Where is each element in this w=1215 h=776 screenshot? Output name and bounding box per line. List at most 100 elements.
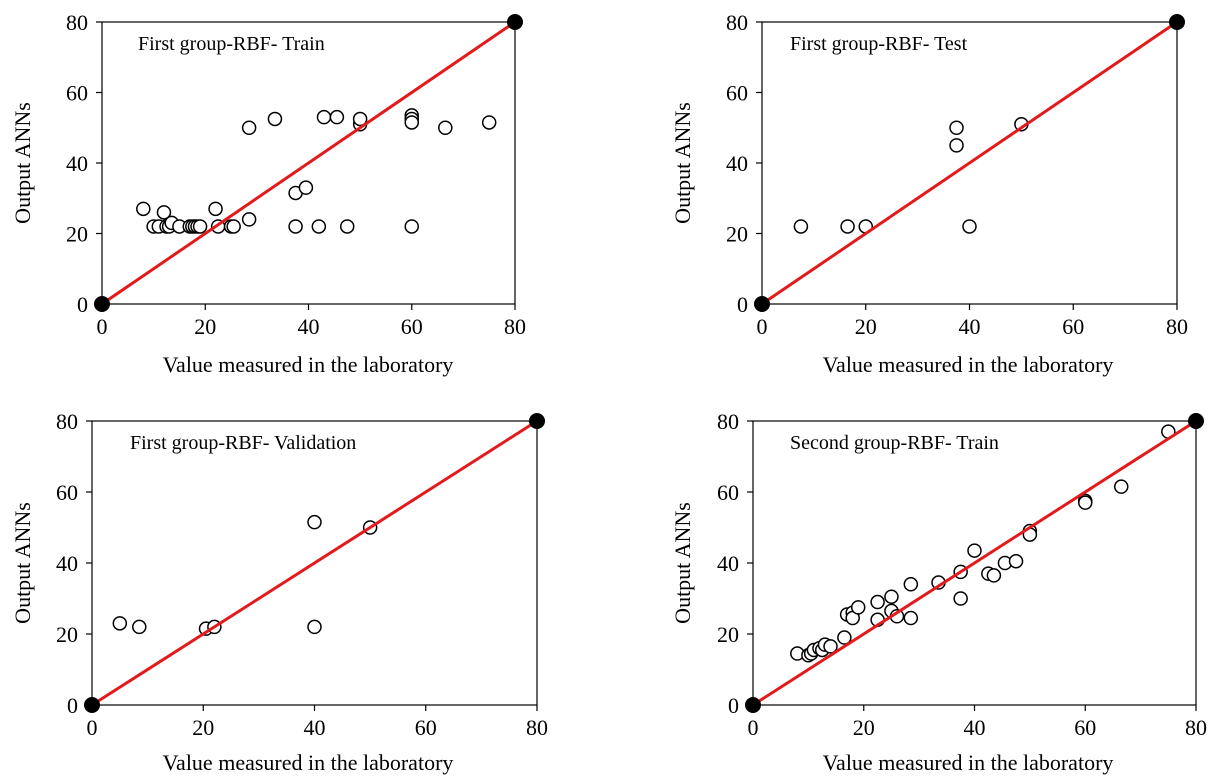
x-tick-label: 40 <box>964 715 986 740</box>
y-axis-label: Output ANNs <box>670 102 695 224</box>
data-point <box>208 201 223 217</box>
x-tick-label: 0 <box>87 715 98 740</box>
data-point <box>850 600 866 615</box>
line-start-point <box>94 296 110 312</box>
y-tick-label: 40 <box>56 551 78 576</box>
chart-panel-1: 0 20 40 60 80 0 20 40 60 80 Value measured in the … <box>10 10 526 377</box>
x-tick-label: 60 <box>1062 314 1084 339</box>
data-point <box>329 109 345 125</box>
data-point <box>226 219 241 234</box>
x-tick-label: 80 <box>1185 715 1207 740</box>
chart-title: First group-RBF- Train <box>138 33 325 55</box>
x-tick-label: 80 <box>504 314 526 339</box>
fit-line <box>101 20 516 306</box>
chart-panel-4: 0 20 40 60 80 0 20 40 60 80 Value measured in the … <box>670 409 1207 775</box>
x-tick-label: 40 <box>304 715 326 740</box>
data-point <box>949 138 964 153</box>
data-point <box>298 180 314 195</box>
data-point <box>837 630 852 645</box>
data-point <box>438 120 453 135</box>
chart-panel-3: 0 20 40 60 80 0 20 40 60 80 Value measured in the … <box>10 409 548 775</box>
y-axis-label: Output ANNs <box>10 102 35 224</box>
data-point <box>311 219 327 234</box>
data-point <box>404 115 419 130</box>
line-start-point <box>745 697 761 713</box>
x-tick-label: 80 <box>1166 314 1188 339</box>
line-start-point <box>84 697 100 713</box>
data-point <box>112 616 128 631</box>
chart-title: First group-RBF- Validation <box>130 432 356 454</box>
data-point <box>962 219 977 234</box>
data-point <box>192 219 208 234</box>
y-tick-label: 60 <box>726 81 748 106</box>
x-axis-label: Value measured in the laboratory <box>823 750 1114 775</box>
x-axis-label: Value measured in the laboratory <box>163 352 454 377</box>
data-point <box>136 201 151 217</box>
data-point <box>903 610 919 626</box>
x-tick-label: 0 <box>748 715 759 740</box>
y-tick-label: 80 <box>717 409 739 434</box>
x-tick-label: 80 <box>526 715 548 740</box>
y-tick-label: 0 <box>728 693 739 718</box>
x-tick-label: 20 <box>194 314 216 339</box>
data-point <box>1113 479 1129 494</box>
data-point <box>793 219 809 234</box>
x-tick-label: 60 <box>1074 715 1096 740</box>
line-end-point <box>1169 14 1185 30</box>
line-end-point <box>529 413 545 429</box>
data-point <box>823 639 838 654</box>
data-point <box>241 120 257 135</box>
data-point <box>949 120 964 135</box>
data-point <box>1008 553 1024 569</box>
y-tick-label: 20 <box>717 622 739 647</box>
line-start-point <box>754 296 770 312</box>
y-tick-label: 20 <box>66 222 88 247</box>
x-tick-label: 60 <box>401 314 423 339</box>
y-tick-label: 0 <box>67 693 78 718</box>
data-point <box>267 111 283 127</box>
data-point <box>339 219 355 234</box>
x-tick-label: 40 <box>959 314 981 339</box>
y-tick-label: 80 <box>56 409 78 434</box>
x-tick-label: 20 <box>855 314 877 339</box>
chart-title: First group-RBF- Test <box>790 33 968 55</box>
y-axis-label: Output ANNs <box>670 502 695 624</box>
fit-line <box>752 419 1197 707</box>
x-tick-label: 0 <box>97 314 108 339</box>
fit-line <box>91 419 538 707</box>
data-point <box>884 589 899 604</box>
y-tick-label: 80 <box>66 10 88 35</box>
fit-line <box>761 20 1178 306</box>
data-point <box>404 219 419 234</box>
data-point <box>288 219 303 234</box>
data-point <box>156 205 172 220</box>
data-point <box>986 568 1002 583</box>
x-tick-label: 20 <box>192 715 214 740</box>
y-tick-label: 0 <box>77 292 88 317</box>
y-axis-label: Output ANNs <box>10 502 35 624</box>
x-tick-label: 60 <box>415 715 437 740</box>
data-point <box>241 212 257 227</box>
line-end-point <box>1188 413 1204 429</box>
data-point <box>132 619 147 635</box>
data-point <box>307 619 322 635</box>
data-point <box>903 577 919 592</box>
data-point <box>307 514 322 530</box>
y-tick-label: 80 <box>726 10 748 35</box>
y-tick-label: 60 <box>717 480 739 505</box>
data-point <box>953 591 968 606</box>
x-axis-label: Value measured in the laboratory <box>823 352 1114 377</box>
x-tick-label: 0 <box>757 314 768 339</box>
y-tick-label: 60 <box>56 480 78 505</box>
chart-title: Second group-RBF- Train <box>790 432 999 454</box>
y-tick-label: 0 <box>737 292 748 317</box>
data-point <box>870 594 885 610</box>
chart-panel-2: 0 20 40 60 80 0 20 40 60 80 Value measured in the … <box>670 10 1188 377</box>
y-tick-label: 20 <box>56 622 78 647</box>
x-tick-label: 20 <box>853 715 875 740</box>
y-tick-label: 20 <box>726 222 748 247</box>
y-tick-label: 60 <box>66 81 88 106</box>
y-tick-label: 40 <box>717 551 739 576</box>
data-point <box>352 111 368 127</box>
